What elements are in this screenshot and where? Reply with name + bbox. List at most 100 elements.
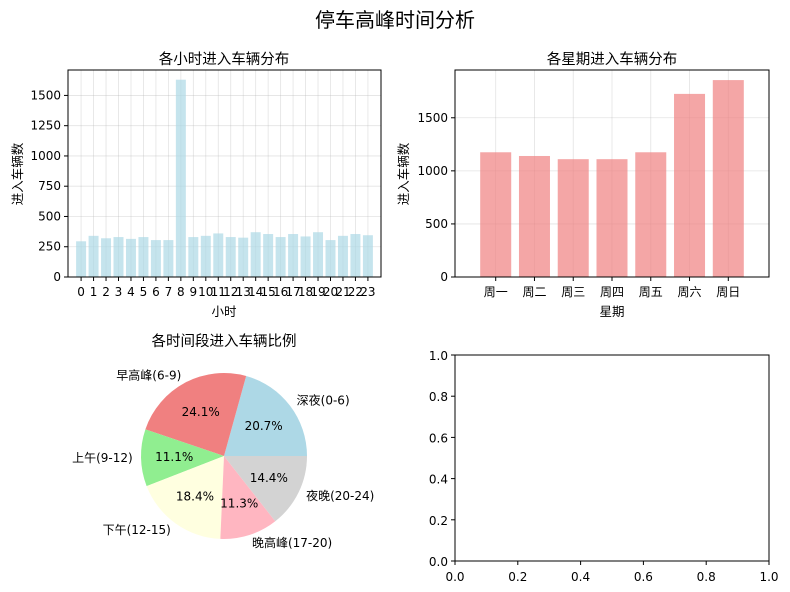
- weekday-x-tick-label: 周六: [678, 285, 702, 299]
- empty-x-tick-label: 0.8: [697, 570, 716, 584]
- weekday-bar-周六: [674, 93, 706, 277]
- hourly-bar-2: [101, 238, 112, 277]
- hourly-y-axis-label: 进入车辆数: [10, 142, 25, 205]
- hourly-x-tick-label: 4: [127, 285, 135, 299]
- hourly-bar-17: [288, 234, 299, 277]
- hourly-bar-21: [337, 235, 348, 277]
- empty-y-tick-label: 0.4: [429, 473, 448, 487]
- empty-x-tick-label: 0.6: [634, 570, 653, 584]
- empty-x-tick-label: 0.2: [508, 570, 527, 584]
- hourly-bar-1: [88, 235, 99, 277]
- hourly-x-tick-label: 11: [211, 285, 226, 299]
- weekday-bar-周二: [518, 155, 550, 277]
- hourly-bar-4: [125, 238, 136, 277]
- hourly-bar-20: [325, 240, 336, 277]
- hourly-x-tick-label: 19: [310, 285, 325, 299]
- hourly-bar-23: [362, 235, 373, 277]
- hourly-bar-10: [200, 235, 211, 277]
- weekday-x-ticks: 周一 周二 周三 周四 周五 周六 周日: [484, 277, 740, 299]
- hourly-bars: [76, 79, 373, 278]
- pie-slice-5: [224, 456, 307, 522]
- hourly-x-tick-label: 20: [323, 285, 338, 299]
- weekday-bar-周五: [635, 152, 667, 277]
- hourly-bar-9: [188, 237, 199, 277]
- hourly-bar-12: [225, 237, 236, 277]
- hourly-y-tick-label: 0: [53, 270, 61, 284]
- weekday-bar-周一: [480, 152, 512, 277]
- hourly-bar-15: [263, 234, 274, 277]
- pie-slice-percent: 11.3%: [220, 496, 258, 510]
- weekday-y-tick-label: 1000: [417, 164, 448, 178]
- hourly-bar-19: [313, 232, 324, 277]
- empty-axes: 0.0 0.2 0.4 0.6 0.8 1.0 0.0 0.2 0.4 0.6 0.8 1.0: [429, 349, 779, 584]
- hourly-x-tick-label: 13: [236, 285, 251, 299]
- empty-x-tick-label: 0.4: [571, 570, 590, 584]
- hourly-y-tick-label: 500: [38, 209, 61, 223]
- hourly-y-tick-label: 1500: [30, 88, 61, 102]
- weekday-x-tick-label: 周一: [484, 285, 508, 299]
- pie-slices: [141, 373, 307, 539]
- hourly-bar-3: [113, 237, 124, 277]
- weekday-bar-周四: [596, 159, 628, 277]
- weekday-y-ticks: 0 500 1000 1500: [417, 111, 455, 284]
- weekday-x-tick-label: 周五: [639, 285, 663, 299]
- hourly-bar-7: [163, 240, 174, 277]
- pie-slice-percent: 14.4%: [250, 471, 288, 485]
- empty-y-tick-label: 0.8: [429, 390, 448, 404]
- empty-y-tick-label: 0.6: [429, 431, 448, 445]
- pie-slice-percent: 20.7%: [245, 419, 283, 433]
- empty-y-tick-label: 0.2: [429, 514, 448, 528]
- hourly-x-tick-label: 23: [360, 285, 375, 299]
- pie-slice-label: 夜晚(20-24): [306, 488, 374, 503]
- hourly-y-tick-label: 1000: [30, 149, 61, 163]
- hourly-x-tick-label: 17: [285, 285, 300, 299]
- weekday-chart-title: 各星期进入车辆分布: [547, 51, 678, 68]
- hourly-y-tick-label: 750: [38, 179, 61, 193]
- hourly-x-tick-label: 6: [152, 285, 160, 299]
- pie-slice-percent: 18.4%: [176, 489, 214, 503]
- hourly-y-tick-label: 1250: [30, 119, 61, 133]
- pie-slice-0: [224, 376, 307, 456]
- weekday-y-tick-label: 500: [425, 217, 448, 231]
- weekday-bar-chart: 各星期进入车辆分布 0 500 1000 1500 周一 周二 周三 周四 周五 周六 周日 星期…: [396, 51, 770, 319]
- pie-labels: 深夜(0-6) 20.7% 早高峰(6-9) 24.1% 上午(9-12) 11.1% 下午…: [72, 367, 374, 550]
- pie-slice-percent: 11.1%: [155, 450, 193, 464]
- time-period-pie-chart: 各时间段进入车辆比例 深夜(0-6) 20.7% 早高峰(6-9) 24.1% 上午(9…: [72, 333, 374, 550]
- hourly-x-tick-label: 9: [190, 285, 198, 299]
- weekday-x-tick-label: 周二: [522, 285, 546, 299]
- hourly-bar-5: [138, 237, 149, 277]
- hourly-bar-14: [250, 232, 261, 277]
- pie-slice-label: 早高峰(6-9): [116, 367, 181, 382]
- hourly-bar-18: [300, 236, 311, 277]
- hourly-y-ticks: 0 250 500 750 1000 1250 1500: [30, 88, 68, 284]
- empty-axes-y-ticks: 0.0 0.2 0.4 0.6 0.8 1.0: [429, 349, 455, 569]
- hourly-x-tick-label: 10: [198, 285, 213, 299]
- weekday-y-axis-label: 进入车辆数: [396, 142, 411, 205]
- weekday-x-tick-label: 周三: [561, 285, 585, 299]
- weekday-y-tick-label: 0: [440, 270, 448, 284]
- pie-slice-label: 深夜(0-6): [297, 393, 350, 408]
- hourly-bar-0: [76, 241, 87, 277]
- hourly-x-tick-label: 21: [335, 285, 350, 299]
- weekday-y-tick-label: 1500: [417, 111, 448, 125]
- weekday-bars: [480, 80, 744, 277]
- hourly-x-axis-label: 小时: [211, 304, 237, 319]
- hourly-x-tick-label: 7: [165, 285, 173, 299]
- empty-x-tick-label: 0.0: [445, 570, 464, 584]
- figure-title: 停车高峰时间分析: [315, 8, 475, 32]
- pie-chart-title: 各时间段进入车辆比例: [152, 333, 297, 350]
- weekday-bar-周日: [712, 80, 744, 277]
- hourly-bar-22: [350, 234, 361, 277]
- pie-slice-3: [146, 456, 224, 539]
- hourly-bar-6: [150, 240, 161, 277]
- hourly-bar-11: [213, 233, 224, 277]
- hourly-x-tick-label: 5: [140, 285, 148, 299]
- pie-slice-label: 上午(9-12): [72, 451, 133, 465]
- hourly-x-tick-label: 16: [273, 285, 288, 299]
- hourly-bar-8: [175, 79, 186, 278]
- hourly-axes-frame: [67, 69, 382, 278]
